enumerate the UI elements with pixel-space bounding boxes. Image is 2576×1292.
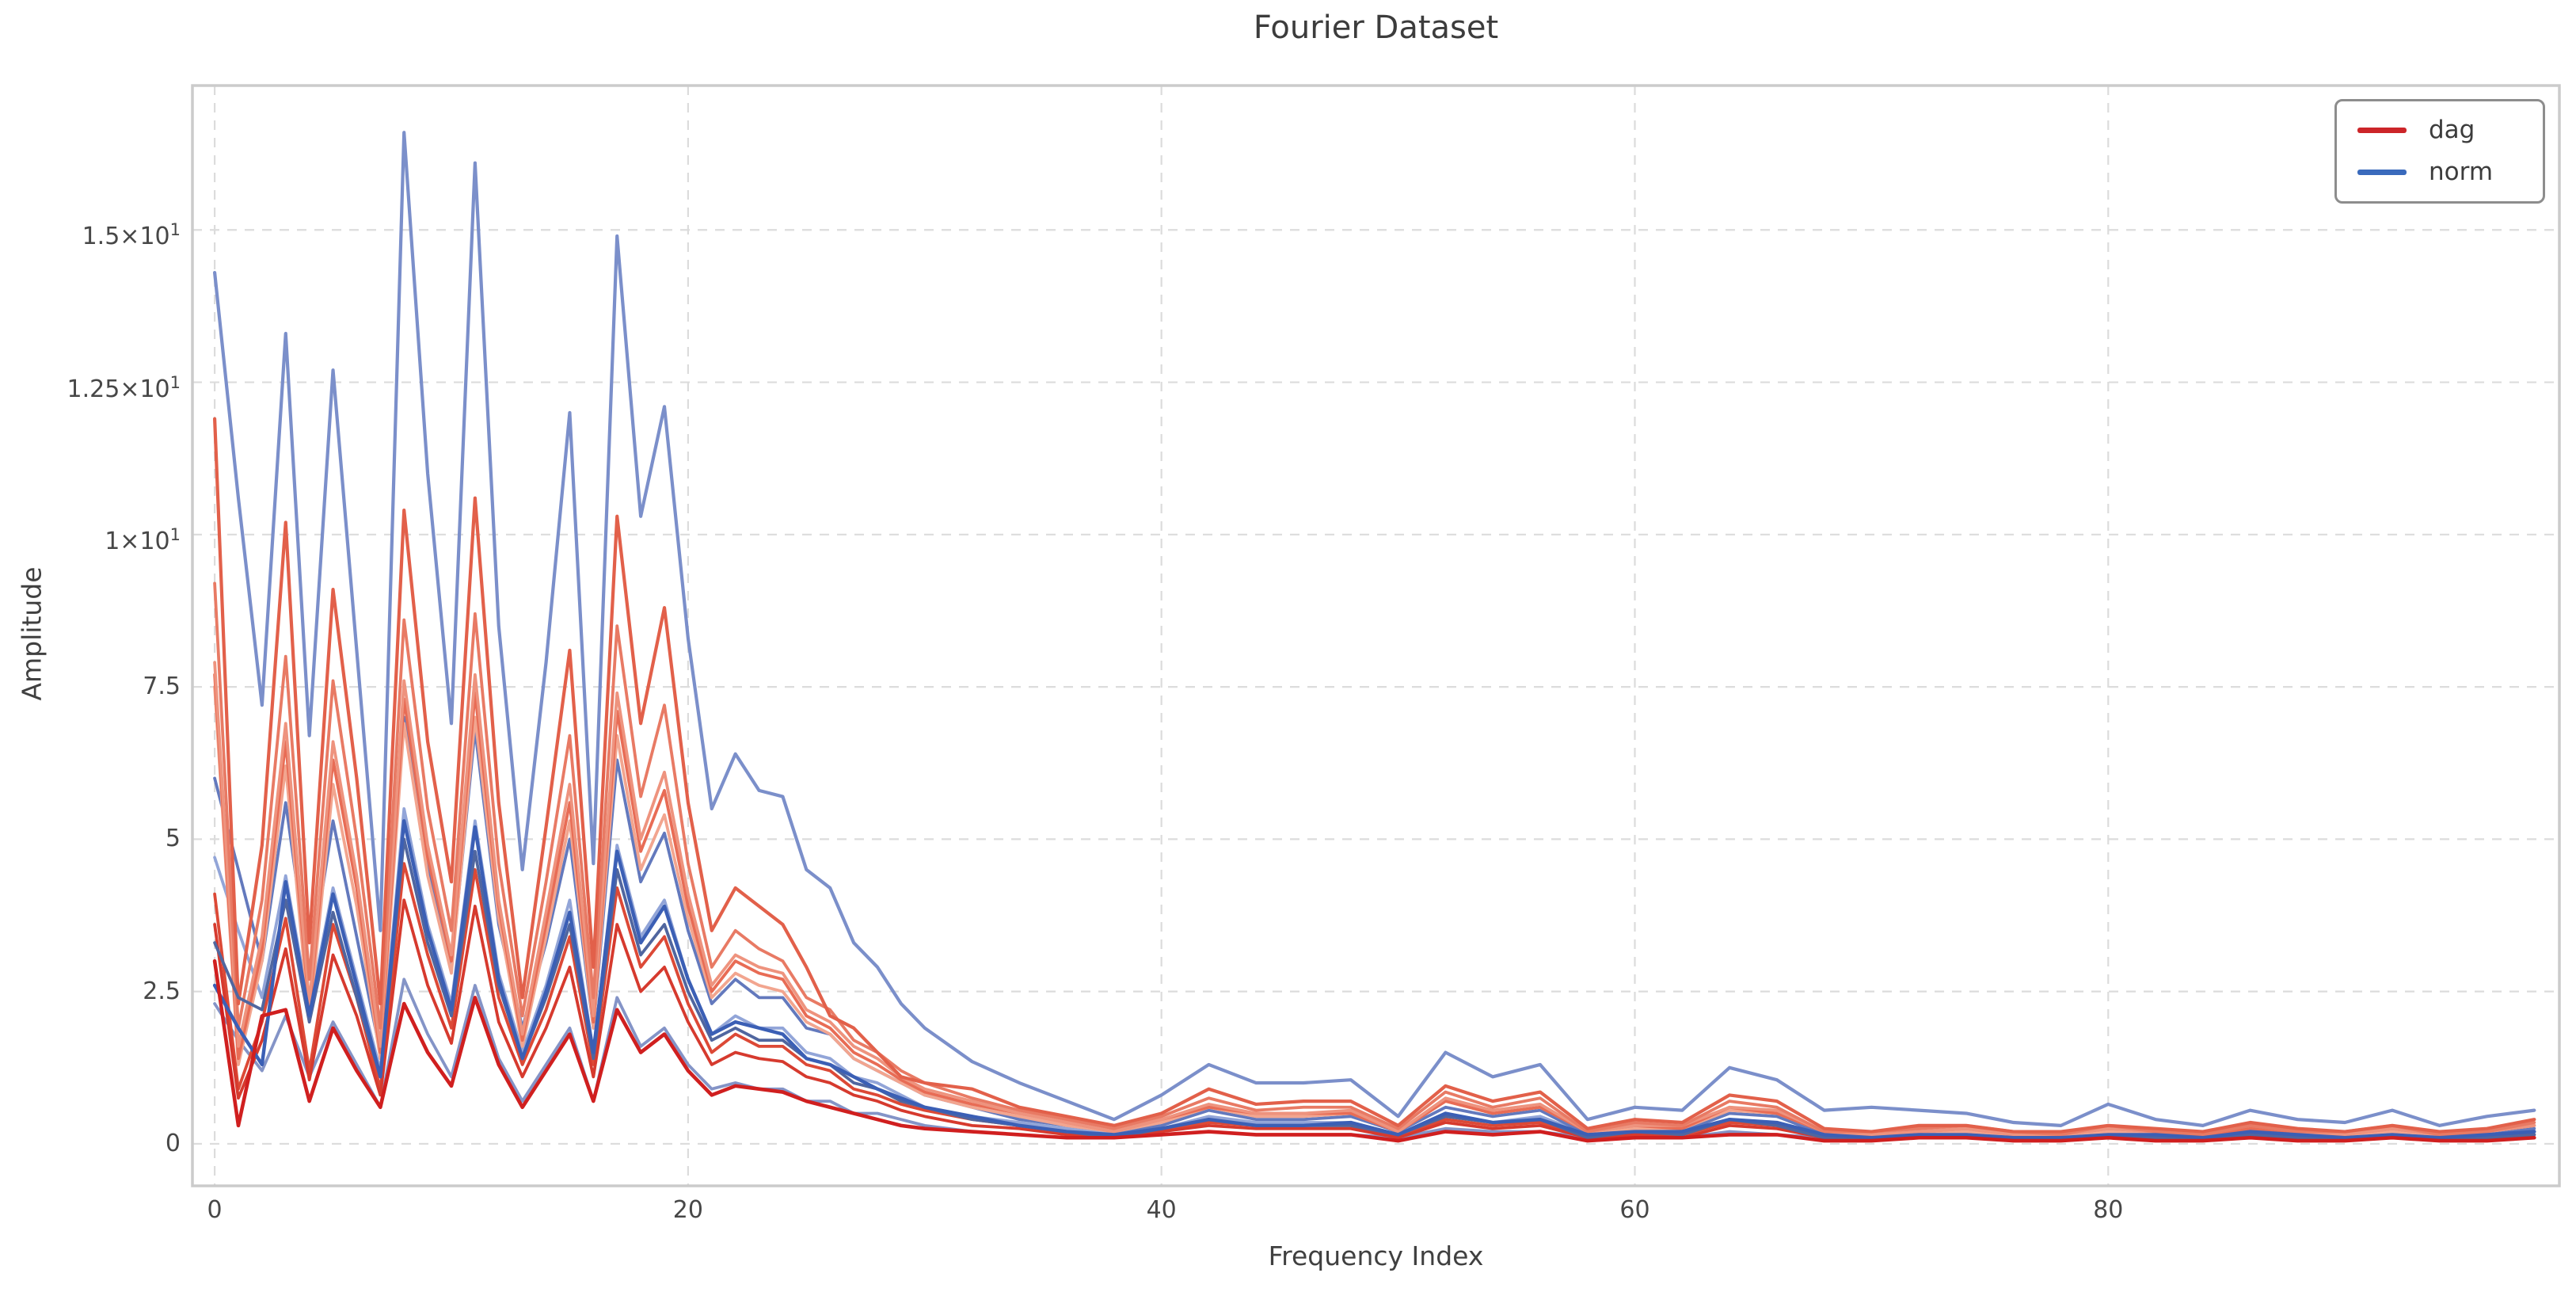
y-tick-label: 1.5×101 <box>82 220 181 251</box>
y-tick-label: 7.5 <box>143 673 181 701</box>
series-group <box>212 131 2536 1143</box>
x-tick-label: 60 <box>1619 1196 1650 1224</box>
x-axis-label: Frequency Index <box>1268 1241 1484 1271</box>
y-tick-label: 1.25×101 <box>67 372 181 403</box>
legend-label-norm: norm <box>2429 157 2494 186</box>
y-axis-label: Amplitude <box>16 566 48 701</box>
legend-entry-dag: dag <box>2357 118 2543 143</box>
norm-line-swatch <box>2357 169 2407 175</box>
legend-label-dag: dag <box>2429 116 2475 145</box>
dag-line-swatch <box>2357 128 2407 134</box>
y-tick-label: 5 <box>165 825 181 853</box>
series-norm-5-line <box>212 819 2536 1140</box>
legend: dag norm <box>2334 99 2545 204</box>
legend-entry-norm: norm <box>2357 157 2543 186</box>
chart-title: Fourier Dataset <box>1253 10 1499 46</box>
y-tick-label: 1×101 <box>105 524 181 555</box>
x-tick-label: 80 <box>2093 1196 2124 1224</box>
gridlines <box>192 86 2559 1186</box>
y-tick-label: 0 <box>165 1129 181 1157</box>
series-dag-8-line <box>212 959 2536 1143</box>
y-tick-label: 2.5 <box>143 977 181 1005</box>
series-dag-3-line <box>213 661 2536 1137</box>
x-tick-label: 20 <box>672 1196 703 1224</box>
axes-spines <box>191 84 2561 1187</box>
x-tick-label: 0 <box>207 1196 223 1224</box>
series-dag-1-line <box>212 417 2536 1134</box>
series-norm-1-line <box>212 131 2536 1127</box>
x-tick-label: 40 <box>1146 1196 1177 1224</box>
